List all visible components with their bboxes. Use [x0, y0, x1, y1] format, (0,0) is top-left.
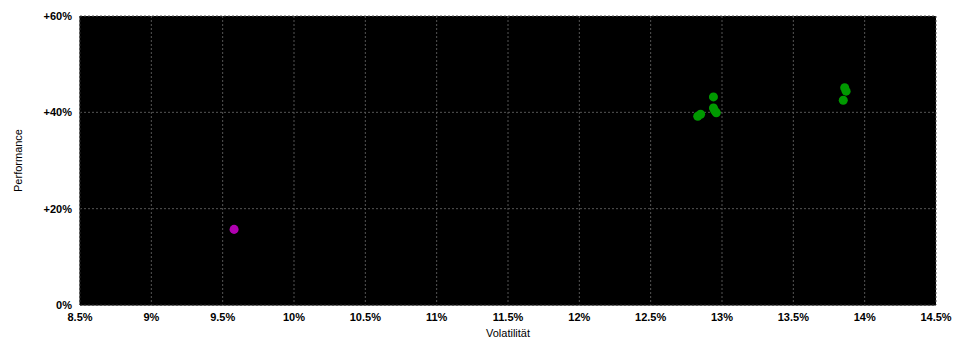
svg-text:13%: 13%: [711, 311, 733, 323]
svg-text:11.5%: 11.5%: [493, 311, 524, 323]
svg-text:12%: 12%: [568, 311, 590, 323]
svg-text:8.5%: 8.5%: [67, 311, 92, 323]
svg-text:Volatilität: Volatilität: [486, 327, 530, 339]
svg-text:+20%: +20%: [44, 203, 73, 215]
svg-text:Performance: Performance: [12, 129, 24, 192]
svg-text:0%: 0%: [56, 299, 72, 311]
svg-text:10%: 10%: [283, 311, 305, 323]
svg-text:9%: 9%: [143, 311, 159, 323]
svg-text:10.5%: 10.5%: [350, 311, 381, 323]
svg-text:+60%: +60%: [44, 10, 73, 22]
svg-text:12.5%: 12.5%: [635, 311, 666, 323]
svg-text:13.5%: 13.5%: [778, 311, 809, 323]
svg-text:11%: 11%: [426, 311, 448, 323]
svg-text:14.5%: 14.5%: [920, 311, 951, 323]
svg-text:9.5%: 9.5%: [210, 311, 235, 323]
svg-text:14%: 14%: [854, 311, 876, 323]
svg-text:+40%: +40%: [44, 106, 73, 118]
